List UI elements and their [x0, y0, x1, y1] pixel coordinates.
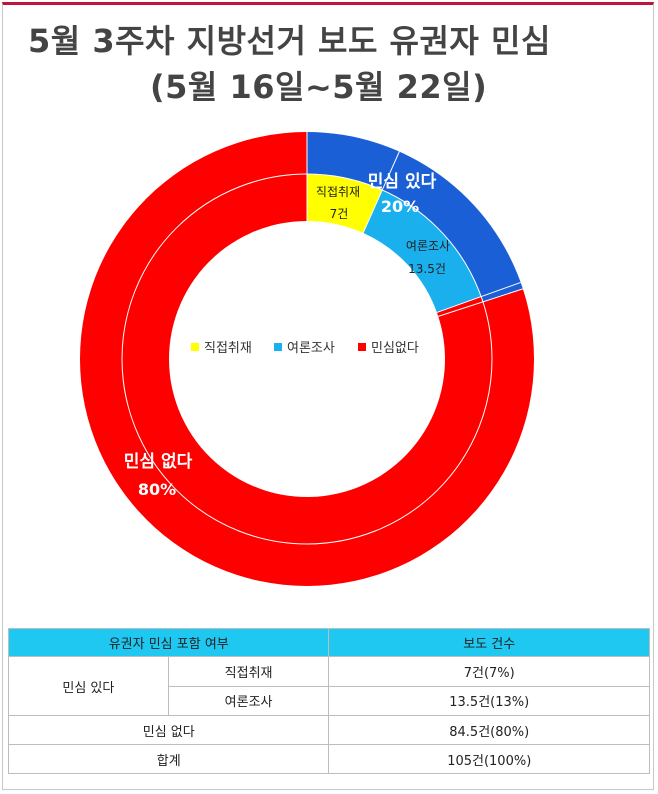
legend-item-no: 민심없다 [371, 341, 419, 356]
table-cell-no-label: 민심 없다 [7, 715, 330, 745]
label-outer-yes-name: 민심 있다 [368, 172, 437, 192]
label-inner-direct-name: 직접취재 [316, 185, 360, 199]
table-header-count: 보도 건수 [328, 628, 650, 657]
label-inner-direct-val: 7건 [330, 207, 349, 221]
label-outer-no-pct: 80% [138, 480, 176, 499]
legend-item-direct: 직접취재 [204, 341, 252, 356]
table-cell-total-label: 합계 [7, 744, 330, 774]
outer-ring-slice-0 [307, 132, 523, 302]
table-cell-poll-label: 여론조사 [167, 685, 330, 716]
inner-ring-slice-0 [307, 174, 383, 233]
table-cell-direct-label: 직접취재 [167, 656, 330, 687]
label-inner-poll-name: 여론조사 [406, 239, 450, 253]
inner-ring-divider-1 [362, 151, 400, 234]
legend-swatch-no [358, 343, 366, 351]
donut-chart: 민심 있다 20% 직접취재 7건 여론조사 13.5건 민심 없다 80% 직… [80, 132, 535, 586]
outer-ring-divider-1 [438, 288, 524, 317]
inner-ring-divider-2 [436, 281, 521, 313]
table-cell-poll-value: 13.5건(13%) [328, 685, 650, 716]
table-cell-direct-value: 7건(7%) [328, 656, 650, 687]
table-cell-group-yes: 민심 있다 [8, 656, 169, 716]
table-row: 민심 있다 직접취재 7건(7%) [8, 656, 650, 716]
label-outer-yes-pct: 20% [381, 197, 419, 216]
table-cell-total-value: 105건(100%) [328, 744, 650, 774]
table-row: 여론조사 13.5건(13%) [9, 685, 650, 716]
ring-separator [121, 173, 493, 545]
data-table: 유권자 민심 포함 여부 보도 건수 민심 있다 직접취재 7건(7%) 여론조… [7, 628, 650, 774]
table-cell-no-value: 84.5건(80%) [328, 715, 650, 745]
label-outer-no-name: 민심 없다 [124, 452, 193, 472]
inner-ring-slice-1 [363, 189, 482, 313]
legend-swatch-direct [191, 343, 199, 351]
table-row: 민심 없다 84.5건(80%) [7, 715, 650, 745]
legend-swatch-poll [274, 343, 282, 351]
table-header-category: 유권자 민심 포함 여부 [7, 628, 330, 657]
chart-title: 5월 3주차 지방선거 보도 유권자 민심 [28, 22, 551, 60]
label-inner-poll-val: 13.5건 [408, 262, 446, 276]
table-header-row: 유권자 민심 포함 여부 보도 건수 [7, 628, 650, 657]
chart-subtitle: (5월 16일~5월 22일) [150, 68, 488, 106]
table-row: 합계 105건(100%) [7, 744, 650, 774]
legend-item-poll: 여론조사 [287, 341, 335, 356]
